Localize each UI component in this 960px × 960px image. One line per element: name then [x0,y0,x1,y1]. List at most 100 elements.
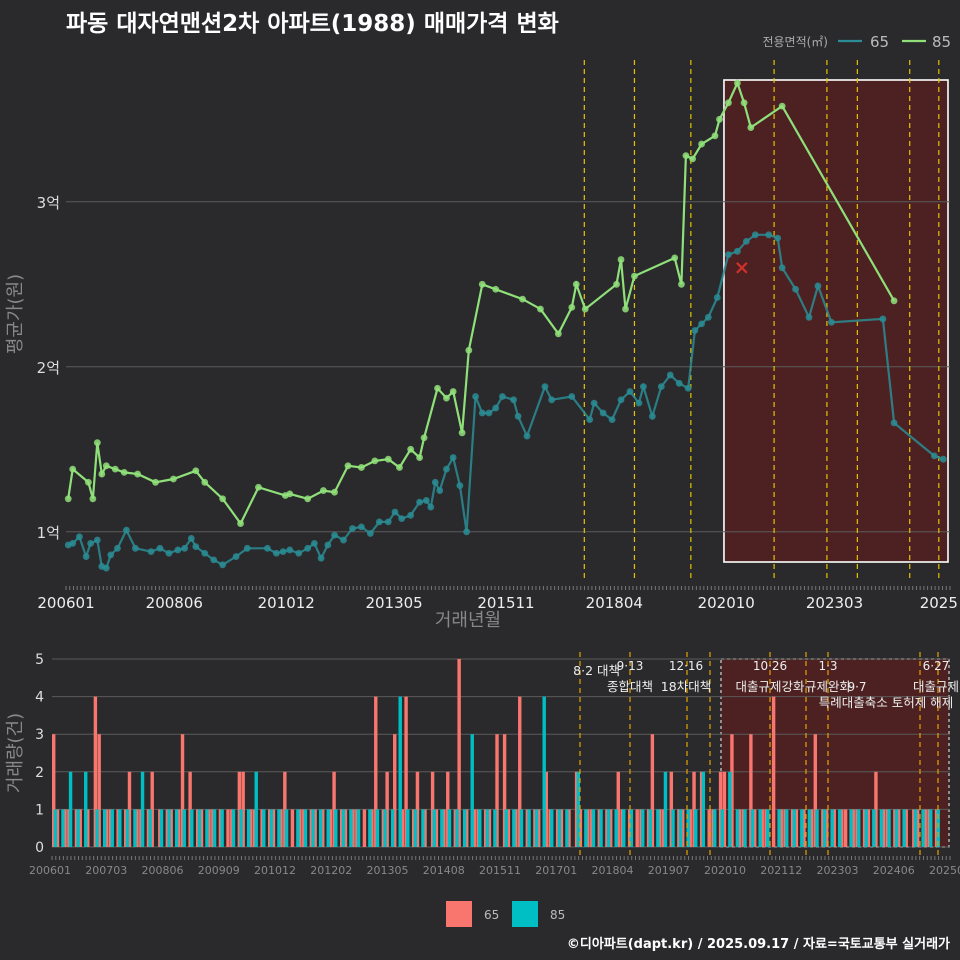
data-point-85 [434,384,441,392]
policy-annotation: 6·27 [923,659,950,673]
y-tick-label: 1 [35,802,44,818]
bar-65 [434,809,439,847]
bar-65 [658,809,662,847]
data-point-85 [201,478,209,486]
data-point-65 [626,388,634,395]
bar-85 [375,809,380,847]
data-point-85 [84,478,92,486]
bar-85 [390,809,395,847]
y-tick-label: 5 [35,652,44,668]
bar-85 [758,809,762,847]
bar-85 [694,809,698,847]
page-title: 파동 대자연맨션2차 아파트(1988) 매매가격 변화 [66,11,559,37]
data-point-65 [181,544,189,552]
data-point-85 [219,495,227,503]
bar-65 [177,809,181,847]
bar-85 [504,809,509,847]
bar-85 [750,809,755,847]
bar-65 [650,734,655,847]
data-point-85 [120,469,128,476]
bar-85 [686,809,690,847]
bar-85 [766,809,770,847]
bar-65 [78,809,82,847]
data-point-85 [344,462,352,470]
data-point-85 [568,304,576,311]
x-tick-label: 2025 [920,594,958,612]
data-point-65 [272,549,280,557]
bar-85 [879,809,884,847]
bar-85 [735,809,740,847]
data-point-65 [279,548,287,555]
data-point-65 [114,544,121,552]
bar-65 [404,696,408,847]
bar-85 [413,809,418,847]
bar-65 [586,809,590,847]
bar-85 [470,734,474,847]
data-point-85 [358,464,365,471]
x-tick-label: 201907 [648,864,690,877]
data-point-65 [568,393,576,400]
bar-65 [169,809,173,847]
data-point-85 [458,429,466,437]
data-point-85 [93,439,101,447]
bar-85 [277,809,281,847]
data-point-85 [747,124,755,131]
data-point-85 [711,132,719,140]
x-tick-label: 201202 [310,864,352,877]
bar-65 [298,809,302,847]
bar-85 [398,696,402,847]
bar-65 [832,809,836,847]
bar-85 [830,809,834,847]
data-point-65 [295,549,303,557]
data-point-85 [554,330,562,338]
bar-65 [180,734,185,847]
data-point-65 [778,264,786,272]
bar-85 [519,809,524,847]
bar-65 [608,809,613,847]
bar-85 [269,809,274,847]
data-point-65 [187,535,195,542]
bar-65 [472,809,476,847]
bar-85 [887,809,891,847]
bar-65 [544,771,548,847]
data-point-65 [617,396,625,404]
bar-85 [140,771,145,847]
data-point-65 [93,536,101,544]
bar-65 [343,809,348,847]
x-tick-label: 202010 [704,864,746,877]
data-point-65 [422,497,430,504]
bar-65 [518,696,522,847]
bar-85 [720,809,724,847]
bar-65 [495,734,499,847]
data-point-85 [69,465,77,473]
data-point-85 [396,464,403,471]
data-point-65 [165,549,173,557]
data-point-65 [478,409,486,417]
bar-85 [864,809,868,847]
data-point-65 [725,251,732,258]
bar-85 [383,809,387,847]
bar-85 [197,809,202,847]
bar-85 [591,809,596,847]
data-point-85 [519,295,526,303]
data-point-65 [87,539,95,547]
data-point-65 [174,546,182,554]
data-point-85 [371,457,379,465]
bar-65 [249,809,253,847]
data-point-65 [805,313,813,321]
data-point-65 [304,544,312,552]
bar-85 [606,809,611,847]
bar-85 [822,809,827,847]
data-point-65 [416,498,423,506]
y-tick-label: 2억 [37,359,60,377]
bar-85 [921,809,925,847]
bar-65 [616,771,620,847]
bar-85 [326,809,330,847]
x-tick-label: 202303 [806,594,863,612]
bar-85 [190,809,194,847]
bar-65 [226,809,230,847]
bar-85 [784,809,789,847]
data-point-65 [449,454,457,461]
data-point-65 [147,548,155,555]
bar-65 [476,809,480,847]
